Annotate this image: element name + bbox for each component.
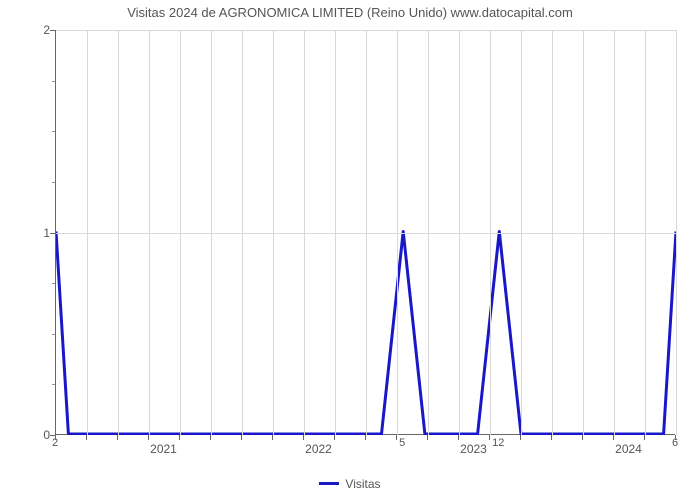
y-minor-tick (52, 81, 55, 82)
y-tick (50, 233, 55, 234)
grid-line-h (56, 233, 676, 234)
y-axis-label: 0 (10, 428, 50, 442)
x-axis-year-label: 2021 (139, 442, 189, 456)
grid-line-h (56, 30, 676, 31)
x-axis-year-label: 2024 (604, 442, 654, 456)
chart-title: Visitas 2024 de AGRONOMICA LIMITED (Rein… (0, 5, 700, 20)
x-tick (117, 435, 118, 440)
x-tick (489, 435, 490, 440)
plot-area (55, 30, 675, 435)
x-axis-year-label: 2022 (294, 442, 344, 456)
y-axis-label: 2 (10, 23, 50, 37)
x-tick (148, 435, 149, 440)
x-tick (86, 435, 87, 440)
x-tick (210, 435, 211, 440)
x-tick (303, 435, 304, 440)
grid-line-v (676, 30, 677, 435)
x-tick (551, 435, 552, 440)
y-tick (50, 30, 55, 31)
x-axis-value-label: 12 (488, 437, 508, 449)
x-tick (520, 435, 521, 440)
legend: Visitas (0, 472, 700, 491)
x-tick (427, 435, 428, 440)
x-tick (458, 435, 459, 440)
y-minor-tick (52, 131, 55, 132)
x-tick (272, 435, 273, 440)
x-tick (644, 435, 645, 440)
x-tick (334, 435, 335, 440)
y-axis-label: 1 (10, 226, 50, 240)
x-tick (675, 435, 676, 440)
x-tick (55, 435, 56, 440)
x-tick (613, 435, 614, 440)
y-minor-tick (52, 182, 55, 183)
y-minor-tick (52, 384, 55, 385)
legend-label: Visitas (345, 477, 380, 491)
x-tick (396, 435, 397, 440)
legend-item-visitas: Visitas (319, 477, 380, 491)
x-tick (241, 435, 242, 440)
legend-swatch (319, 482, 339, 485)
x-tick (582, 435, 583, 440)
x-tick (179, 435, 180, 440)
chart-plot (55, 30, 675, 435)
y-minor-tick (52, 334, 55, 335)
x-tick (365, 435, 366, 440)
y-minor-tick (52, 283, 55, 284)
